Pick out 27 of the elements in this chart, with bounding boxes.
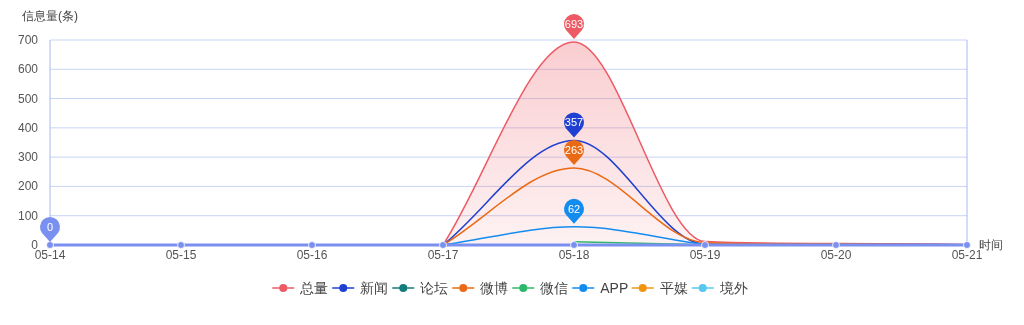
annotation: 62 bbox=[567, 202, 581, 215]
y-tick-label: 300 bbox=[17, 150, 39, 165]
annotation: 693 bbox=[564, 18, 584, 31]
y-axis-title: 信息量(条) bbox=[22, 9, 78, 23]
x-tick-label: 05-18 bbox=[558, 248, 590, 262]
x-tick-label: 05-15 bbox=[165, 248, 197, 262]
y-tick-label: 600 bbox=[17, 62, 39, 77]
legend-label: 论坛 bbox=[420, 280, 449, 296]
legend-label: 总量 bbox=[299, 280, 329, 296]
legend-label: 新闻 bbox=[360, 280, 389, 296]
x-tick-label: 05-19 bbox=[689, 248, 721, 262]
x-tick-label: 05-17 bbox=[427, 248, 459, 262]
annotation: 263 bbox=[564, 143, 584, 156]
legend-label: 微信 bbox=[540, 280, 569, 296]
y-tick-label: 500 bbox=[17, 91, 39, 106]
y-tick-label: 400 bbox=[17, 120, 39, 135]
legend-label: 平媒 bbox=[659, 280, 688, 296]
legend-label: 境外 bbox=[718, 280, 748, 296]
y-tick-label: 100 bbox=[17, 208, 39, 223]
annotation: 357 bbox=[564, 116, 584, 129]
legend-label: APP bbox=[600, 280, 629, 296]
annotation: 0 bbox=[46, 221, 54, 233]
y-tick-label: 200 bbox=[17, 179, 39, 194]
y-tick-label: 700 bbox=[17, 33, 39, 47]
x-tick-label: 05-16 bbox=[296, 248, 328, 262]
x-tick-label: 05-20 bbox=[820, 248, 852, 262]
legend-label: 微博 bbox=[480, 280, 509, 296]
